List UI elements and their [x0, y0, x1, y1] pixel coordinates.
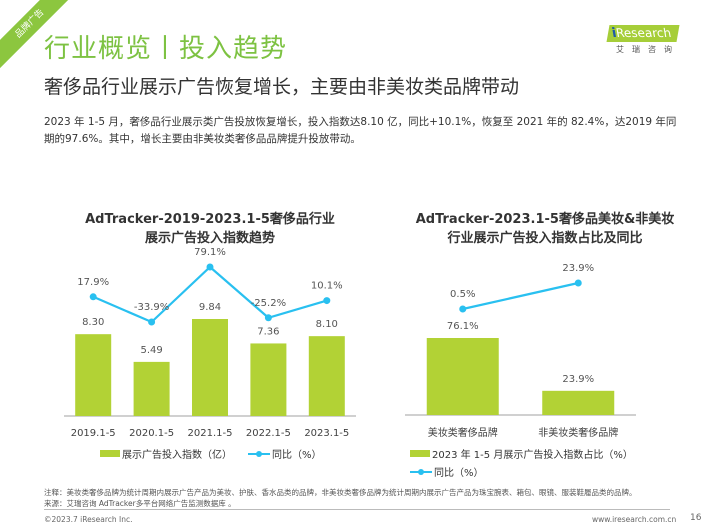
- logo-chinese: 艾瑞咨询: [616, 45, 680, 54]
- chart1-yoy-label-4: 10.1%: [311, 281, 343, 292]
- chart1-title-line2: 展示广告投入指数趋势: [144, 231, 275, 246]
- page-number: 16: [690, 513, 702, 523]
- chart2-title-line2: 行业展示广告投入指数占比及同比: [447, 231, 643, 246]
- footnote-note: 注释：美妆类奢侈品牌为统计周期内展示广告产品为美妆、护肤、香水品类的品牌，非美妆…: [44, 488, 637, 497]
- chart1-legend-bar-label: 展示广告投入指数（亿）: [122, 450, 232, 461]
- chart2-yoy-label-1: 23.9%: [562, 263, 594, 274]
- chart2-legend-line-label: 同比（%）: [434, 468, 484, 479]
- footnotes: 注释：美妆类奢侈品牌为统计周期内展示广告产品为美妆、护肤、香水品类的品牌，非美妆…: [44, 487, 637, 509]
- chart1-title-line1: AdTracker-2019-2023.1-5奢侈品行业: [85, 212, 335, 227]
- footer-divider: [44, 509, 670, 510]
- chart1-bar-label-3: 7.36: [257, 326, 279, 337]
- chart2-category-label-1: 非美妆类奢侈品牌: [538, 426, 618, 439]
- chart2-yoy-point-1: [574, 279, 582, 287]
- chart1-bar-label-2: 9.84: [199, 302, 221, 313]
- chart1-category-label-3: 2022.1-5: [246, 428, 291, 439]
- chart2-yoy-label-0: 0.5%: [450, 289, 475, 300]
- chart1-yoy-point-2: [206, 263, 214, 271]
- chart2-yoy-line: [462, 281, 579, 311]
- chart1-category-label-2: 2021.1-5: [188, 428, 233, 439]
- chart1-yoy-line: [92, 265, 328, 324]
- chart1-yoy-label-1: -33.9%: [134, 302, 169, 313]
- chart2-bar-label-0: 76.1%: [447, 321, 479, 332]
- chart2-bar-label-1: 23.9%: [562, 374, 594, 385]
- chart1-category-label-1: 2020.1-5: [129, 428, 174, 439]
- chart1-yoy-label-2: 79.1%: [194, 247, 226, 258]
- chart1-bar-2: [192, 319, 228, 416]
- iresearch-logo: iResearch 艾瑞咨询: [606, 22, 690, 55]
- chart2-yoy-point-0: [459, 305, 467, 313]
- chart1-bar-4: [308, 336, 345, 416]
- chart1-bar-label-1: 5.49: [140, 345, 162, 356]
- chart2-category-label-0: 美妆类奢侈品牌: [428, 426, 498, 439]
- chart2-legend-bar: 2023 年 1-5 月展示广告投入指数占比（%）: [410, 446, 633, 461]
- chart1-bar-1: [133, 361, 170, 416]
- chart1-title: AdTracker-2019-2023.1-5奢侈品行业 展示广告投入指数趋势: [60, 210, 360, 248]
- page-title: 行业概览丨投入趋势: [44, 34, 288, 64]
- chart1-legend-line-label: 同比（%）: [272, 450, 322, 461]
- sub-title: 奢侈品行业展示广告恢复增长，主要由非美妆类品牌带动: [44, 76, 520, 98]
- chart2-bar-0: [426, 338, 499, 415]
- copyright: ©2023.7 iResearch Inc.: [44, 515, 133, 524]
- chart1-bar-label-0: 8.30: [82, 317, 104, 328]
- chart1-bar-3: [250, 343, 287, 416]
- chart1-category-label-4: 2023.1-5: [304, 428, 349, 439]
- chart1-bar-0: [75, 334, 112, 416]
- chart1-yoy-point-3: [264, 314, 272, 322]
- chart2-title: AdTracker-2023.1-5奢侈品美妆&非美妆 行业展示广告投入指数占比…: [395, 210, 695, 248]
- chart1-yoy-point-1: [148, 318, 156, 326]
- chart1-bar-label-4: 8.10: [316, 319, 338, 330]
- legend-bar-swatch: [100, 450, 120, 457]
- legend-line-swatch: [410, 468, 432, 476]
- chart2-title-line1: AdTracker-2023.1-5奢侈品美妆&非美妆: [415, 212, 675, 227]
- legend-line-swatch: [248, 450, 270, 458]
- chart2-legend-line: 同比（%）: [410, 464, 484, 479]
- chart2-legend-bar-label: 2023 年 1-5 月展示广告投入指数占比（%）: [432, 450, 633, 461]
- website-link[interactable]: www.iresearch.com.cn: [592, 515, 677, 524]
- chart1-yoy-label-0: 17.9%: [77, 277, 109, 288]
- chart1-yoy-label-3: -25.2%: [251, 298, 286, 309]
- footnote-source: 来源：艾瑞咨询 AdTracker多平台网络广告监测数据库 。: [44, 499, 236, 508]
- chart1-yoy-point-0: [89, 293, 97, 301]
- chart2-bar-1: [542, 390, 615, 415]
- chart1-category-label-0: 2019.1-5: [71, 428, 116, 439]
- legend-bar-swatch: [410, 450, 430, 457]
- chart1-yoy-point-4: [323, 297, 331, 305]
- chart1-legend: 展示广告投入指数（亿） 同比（%）: [100, 446, 322, 461]
- summary-text: 2023 年 1-5 月，奢侈品行业展示类广告投放恢复增长，投入指数达8.10 …: [44, 116, 677, 145]
